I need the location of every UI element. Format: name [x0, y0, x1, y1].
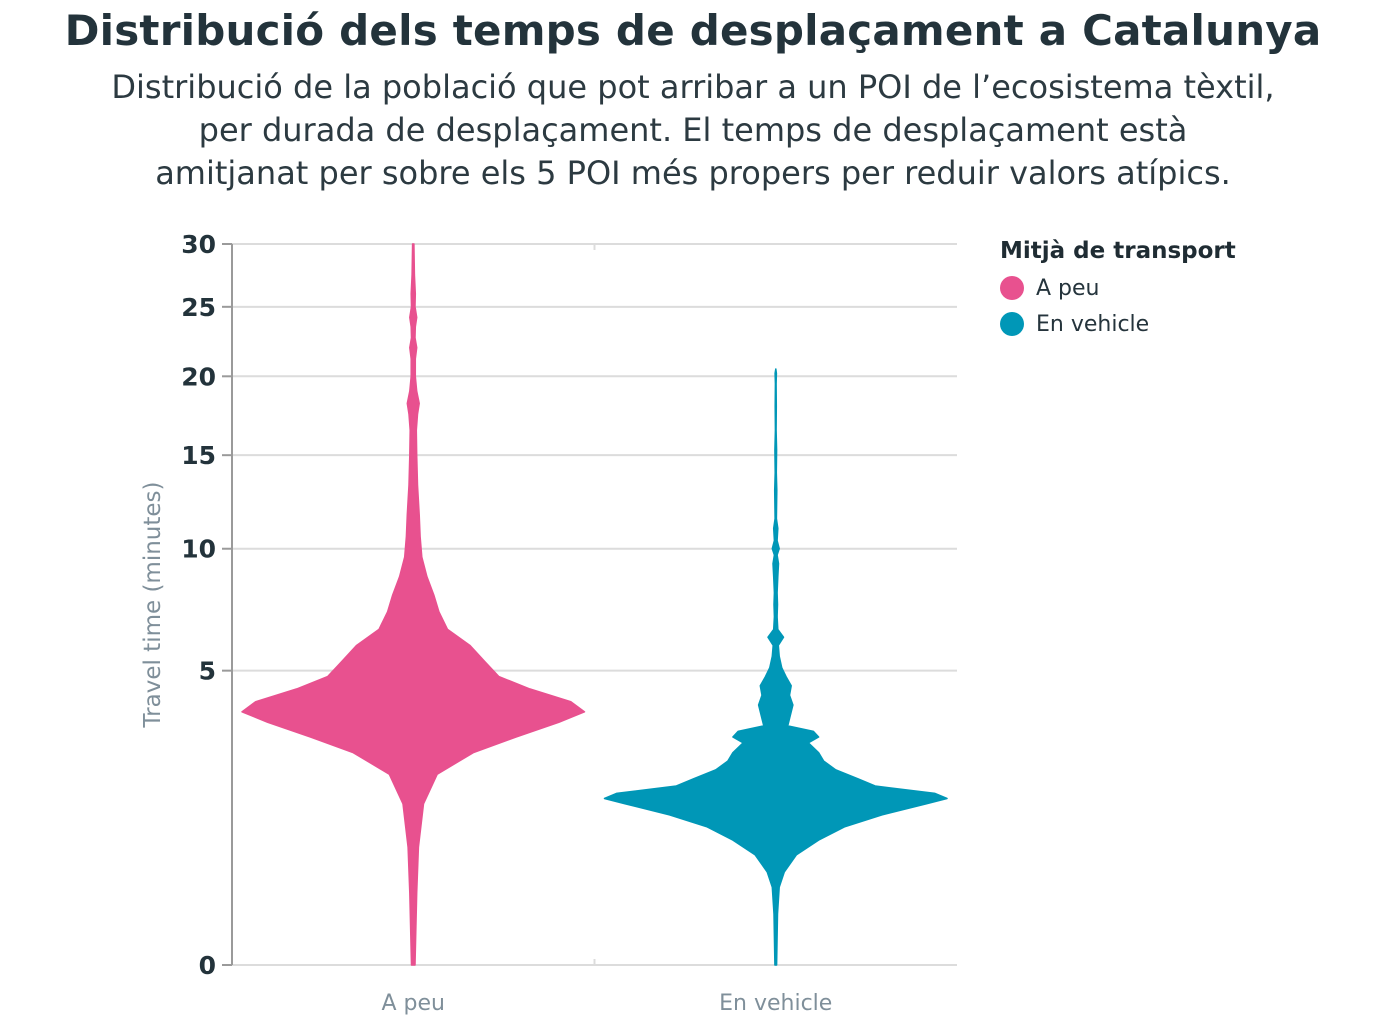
chart-subtitle: Distribució de la població que pot arrib… [0, 66, 1386, 195]
y-tick-label-20: 20 [181, 362, 216, 391]
y-tick-label-30: 30 [181, 230, 216, 259]
y-axis-title: Travel time (minutes) [140, 481, 166, 728]
y-tick-label-25: 25 [181, 293, 216, 322]
x-tick-label-a-peu: A peu [382, 991, 446, 1016]
legend: Mitjà de transport A peu En vehicle [1000, 238, 1236, 342]
legend-item-en-vehicle[interactable]: En vehicle [1000, 306, 1236, 342]
x-tick-label-en-vehicle: En vehicle [719, 991, 832, 1016]
subtitle-line-2: per durada de desplaçament. El temps de … [198, 111, 1188, 149]
y-tick-label-0: 0 [199, 951, 216, 980]
subtitle-line-1: Distribució de la població que pot arrib… [111, 68, 1275, 106]
subtitle-line-3: amitjanat per sobre els 5 POI més proper… [155, 154, 1231, 192]
y-tick-label-10: 10 [181, 535, 216, 564]
chart-title: Distribució dels temps de desplaçament a… [64, 6, 1322, 55]
legend-swatch-en-vehicle [1000, 312, 1024, 336]
legend-label-en-vehicle: En vehicle [1036, 311, 1150, 337]
y-tick-label-15: 15 [181, 441, 216, 470]
legend-item-a-peu[interactable]: A peu [1000, 270, 1236, 306]
violin-en-vehicle [603, 368, 948, 966]
legend-swatch-a-peu [1000, 276, 1024, 300]
legend-title: Mitjà de transport [1000, 238, 1236, 264]
y-tick-label-5: 5 [199, 657, 216, 686]
legend-label-a-peu: A peu [1036, 275, 1100, 301]
violin-a-peu [241, 243, 586, 966]
